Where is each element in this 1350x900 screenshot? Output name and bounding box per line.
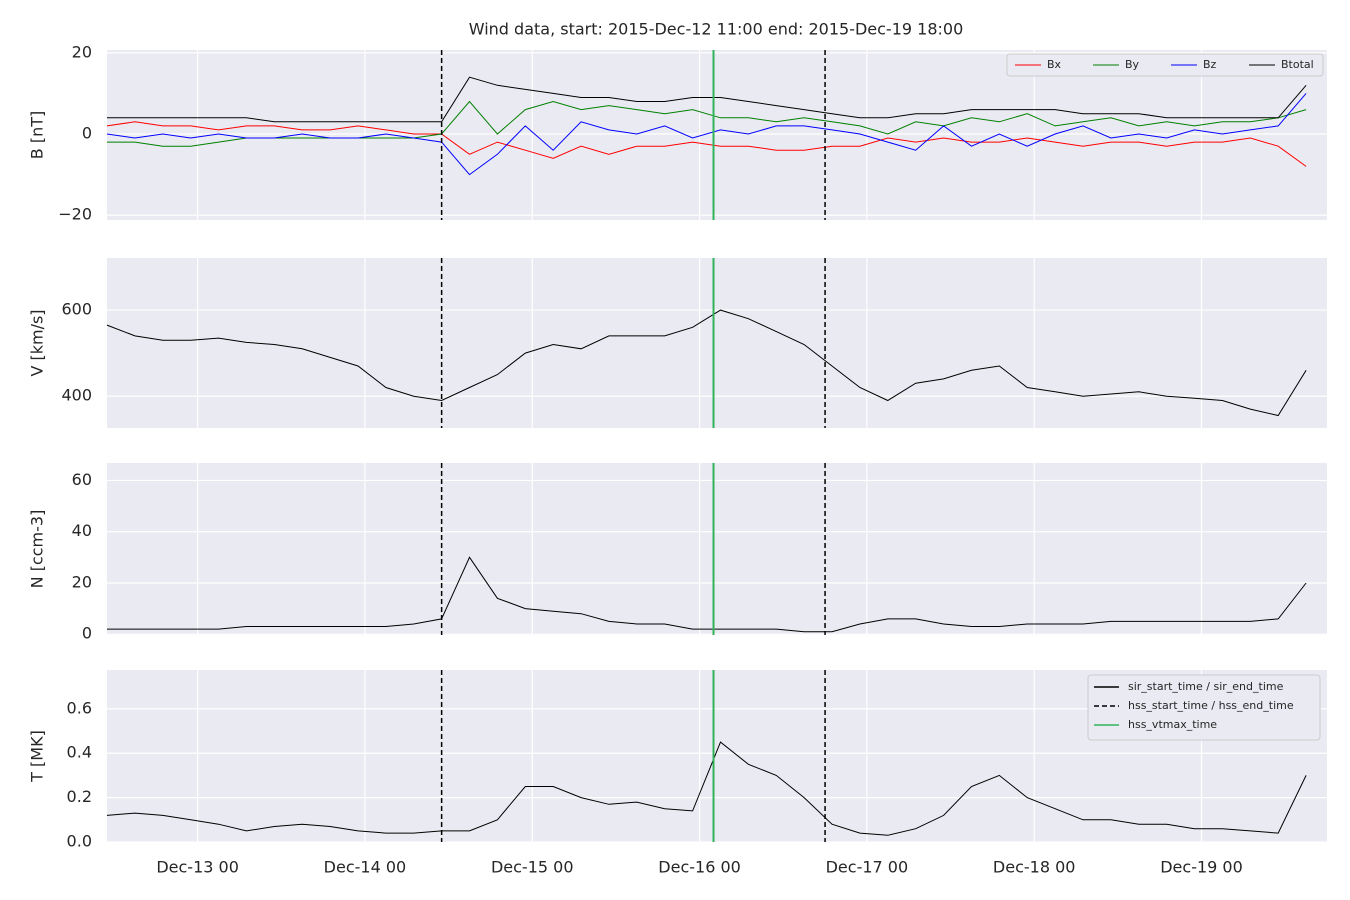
series-line: [106, 93, 1307, 176]
y-axis-label: T [MK]: [28, 730, 47, 783]
legend-label: Btotal: [1281, 58, 1314, 71]
legend-label: hss_vtmax_time: [1128, 718, 1217, 731]
legend-box: [1006, 53, 1324, 77]
y-tick-label: 400: [61, 386, 92, 405]
y-axis-label: B [nT]: [28, 111, 47, 159]
chart-title: Wind data, start: 2015-Dec-12 11:00 end:…: [469, 20, 964, 39]
y-tick-label: 0.0: [67, 832, 92, 851]
series-line: [106, 741, 1307, 836]
legend-label: Bx: [1047, 58, 1062, 71]
legend: sir_start_time / sir_end_time hss_start_t…: [1087, 674, 1321, 741]
series-line: [106, 309, 1307, 417]
y-tick-label: 0.2: [67, 787, 92, 806]
y-tick-label: 20: [72, 572, 92, 591]
legend-label: By: [1125, 58, 1140, 71]
plot-area: [107, 258, 1327, 428]
series-line: [107, 76, 1307, 123]
x-tick-label: Dec-16 00: [658, 858, 741, 877]
y-tick-label: 0.4: [67, 743, 92, 762]
y-tick-label: 60: [72, 470, 92, 489]
y-tick-label: 600: [61, 300, 92, 319]
y-tick-label: 0: [82, 123, 92, 142]
series-line: [106, 121, 1307, 167]
x-tick-label: Dec-19 00: [1160, 858, 1243, 877]
legend: Bx By Bz Btotal: [1006, 53, 1324, 77]
series-line: [107, 100, 1307, 147]
x-tick-label: Dec-18 00: [993, 858, 1076, 877]
legend-box: [1087, 674, 1321, 741]
x-tick-label: Dec-17 00: [826, 858, 909, 877]
x-tick-label: Dec-14 00: [324, 858, 407, 877]
y-axis-label: N [ccm-3]: [28, 510, 47, 589]
x-tick-label: Dec-13 00: [156, 858, 239, 877]
legend-label: hss_start_time / hss_end_time: [1128, 699, 1294, 712]
x-tick-label: Dec-15 00: [491, 858, 574, 877]
legend-label: sir_start_time / sir_end_time: [1128, 680, 1284, 693]
y-tick-label: 0.6: [67, 698, 92, 717]
y-tick-label: 40: [72, 521, 92, 540]
y-tick-label: 0: [82, 624, 92, 643]
y-tick-label: 20: [72, 42, 92, 61]
y-tick-label: −20: [58, 205, 92, 224]
plot-area: [107, 463, 1327, 635]
y-axis-label: V [km/s]: [28, 309, 47, 376]
series-line: [107, 556, 1307, 633]
legend-label: Bz: [1203, 58, 1217, 71]
